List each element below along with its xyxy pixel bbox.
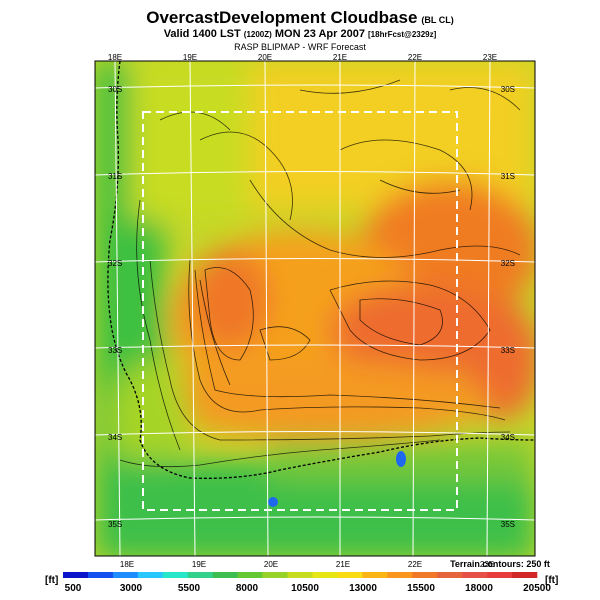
- map-title: OvercastDevelopment Cloudbase (BL CL): [146, 8, 454, 27]
- map-subtitle: RASP BLIPMAP - WRF Forecast: [234, 42, 366, 52]
- lat-label-left: 33S: [108, 346, 122, 355]
- colorbar-tick-label: 13000: [349, 583, 377, 594]
- colorbar-swatch: [262, 572, 288, 578]
- inner-domain-box: [142, 111, 458, 511]
- lon-label-top: 19E: [183, 53, 197, 62]
- lat-label-left: 34S: [108, 433, 122, 442]
- terrain-contours: [119, 79, 521, 468]
- lon-label-top: 22E: [408, 53, 422, 62]
- colorbar-unit-left: [ft]: [45, 575, 58, 586]
- colorbar-tick-label: 10500: [291, 583, 319, 594]
- colorbar-tick-label: 18000: [465, 583, 493, 594]
- lat-label-right: 34S: [501, 433, 515, 442]
- colorbar-swatch: [212, 572, 238, 578]
- colorbar-swatch: [387, 572, 413, 578]
- low-cloudbase-spot: [268, 497, 278, 507]
- colorbar-swatch: [512, 572, 538, 578]
- cloudbase-field: [95, 61, 535, 556]
- valid-time-line: Valid 1400 LST (1200Z) MON 23 Apr 2007 […: [163, 28, 437, 40]
- lon-label-bottom: 22E: [408, 560, 422, 569]
- colorbar-tick-label: 500: [65, 583, 82, 594]
- colorbar-swatch: [237, 572, 263, 578]
- colorbar-swatch: [487, 572, 513, 578]
- lon-label-bottom: 20E: [264, 560, 278, 569]
- colorbar: [63, 572, 538, 578]
- colorbar-swatch: [187, 572, 213, 578]
- lat-label-left: 31S: [108, 172, 122, 181]
- colorbar-swatch: [287, 572, 313, 578]
- colorbar-tick-label: 3000: [120, 583, 143, 594]
- lat-label-right: 30S: [501, 85, 515, 94]
- colorbar-tick-label: 8000: [236, 583, 259, 594]
- lon-label-bottom: 19E: [192, 560, 206, 569]
- lon-label-top: 23E: [483, 53, 497, 62]
- low-cloudbase-spot: [396, 451, 406, 467]
- lat-label-right: 31S: [501, 172, 515, 181]
- colorbar-swatch: [362, 572, 388, 578]
- lon-label-top: 18E: [108, 53, 122, 62]
- lat-label-right: 32S: [501, 259, 515, 268]
- lat-lon-grid: [95, 61, 535, 556]
- colorbar-swatch: [462, 572, 488, 578]
- colorbar-unit-right: [ft]: [545, 575, 558, 586]
- colorbar-swatch: [112, 572, 139, 578]
- colorbar-swatch: [312, 572, 338, 578]
- lat-label-left: 30S: [108, 85, 122, 94]
- colorbar-swatch: [412, 572, 438, 578]
- lat-label-right: 33S: [501, 346, 515, 355]
- lon-label-bottom: 21E: [336, 560, 350, 569]
- colorbar-tick-label: 20500: [523, 583, 551, 594]
- lon-label-bottom: 23E: [480, 560, 494, 569]
- colorbar-swatch: [337, 572, 363, 578]
- colorbar-swatch: [437, 572, 463, 578]
- colorbar-swatch: [162, 572, 189, 578]
- lat-label-left: 32S: [108, 259, 122, 268]
- lon-label-bottom: 18E: [120, 560, 134, 569]
- map-frame: [94, 60, 536, 557]
- colorbar-tick-label: 5500: [178, 583, 201, 594]
- colorbar-swatch: [87, 572, 114, 578]
- lon-label-top: 21E: [333, 53, 347, 62]
- colorbar-tick-label: 15500: [407, 583, 435, 594]
- colorbar-swatch: [137, 572, 164, 578]
- terrain-contour-note: Terrain contours: 250 ft: [450, 559, 550, 569]
- lat-label-left: 35S: [108, 520, 122, 529]
- lon-label-top: 20E: [258, 53, 272, 62]
- colorbar-swatch: [63, 572, 89, 578]
- lat-label-right: 35S: [501, 520, 515, 529]
